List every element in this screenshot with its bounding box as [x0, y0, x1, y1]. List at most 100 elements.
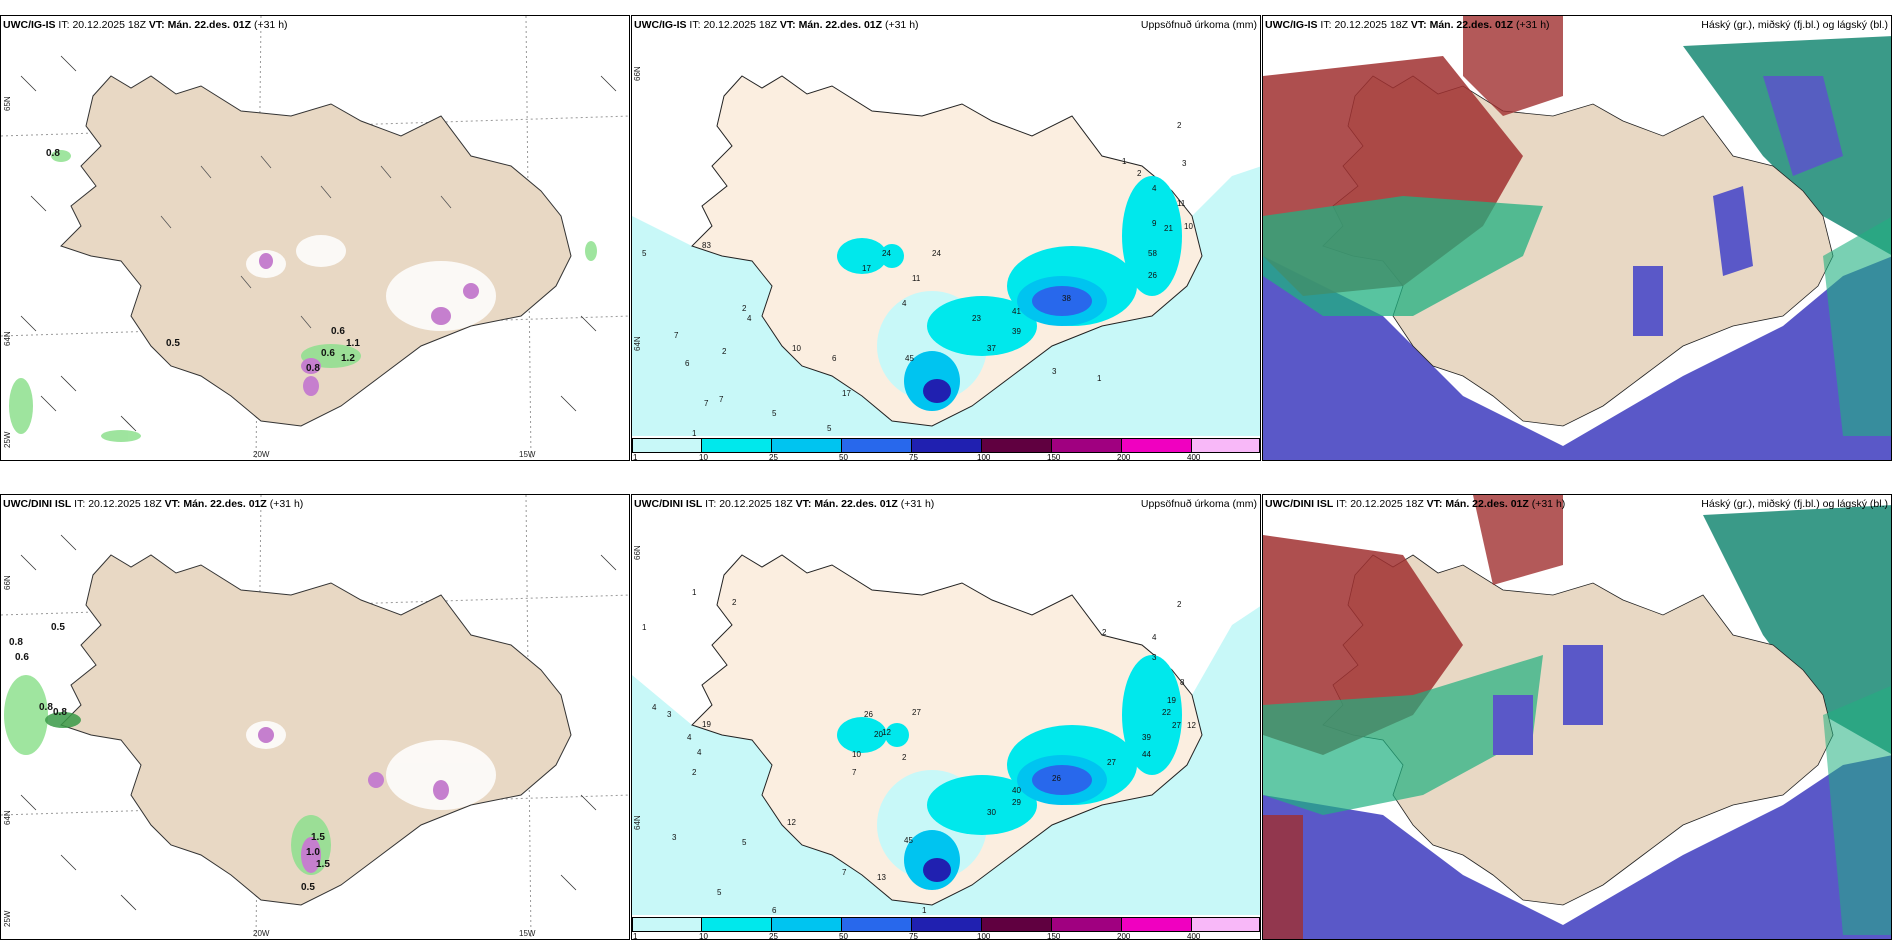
wind-speed-label: 0.8	[39, 702, 53, 713]
precip-value: 4	[1152, 184, 1157, 193]
precip-value: 26	[1148, 271, 1157, 280]
precip-value: 5	[827, 424, 832, 433]
colorbar-bin	[912, 438, 982, 453]
it-value: 20.12.2025 18Z	[719, 498, 793, 510]
wind-speed-label-3: 0.6	[331, 326, 345, 337]
precip-value: 45	[905, 354, 914, 363]
panel-title: UWC/IG-IS IT: 20.12.2025 18Z VT: Mán. 22…	[634, 19, 919, 31]
vt-value: Mán. 22.des. 01Z	[1429, 19, 1514, 31]
model-label: UWC/DINI ISL	[634, 498, 703, 510]
precip-value: 2	[742, 304, 747, 313]
vt-label: VT:	[795, 498, 812, 510]
colorbar-bin	[632, 917, 702, 932]
precip-value: 4	[747, 314, 752, 323]
precip-value: 5	[742, 838, 747, 847]
it-label: IT:	[705, 498, 717, 510]
lon-label: 20W	[253, 450, 270, 459]
colorbar-bin	[1052, 438, 1122, 453]
precip-value: 5	[772, 409, 777, 418]
precip-value: 37	[987, 344, 996, 353]
model-label: UWC/DINI ISL	[3, 498, 72, 510]
wind-patches	[9, 150, 597, 442]
it-value: 20.12.2025 18Z	[703, 19, 777, 31]
panel-title: UWC/IG-IS IT: 20.12.2025 18Z VT: Mán. 22…	[1265, 19, 1550, 31]
cloud-title: Háský (gr.), miðský (fj.bl.) og lágský (…	[1701, 498, 1888, 510]
colorbar-bin	[842, 917, 912, 932]
precip-value: 40	[1012, 786, 1021, 795]
precip-value: 4	[1152, 633, 1157, 642]
precip-value: 1	[692, 429, 697, 438]
colorbar-tick: 50	[839, 453, 848, 461]
model-label: UWC/IG-IS	[1265, 19, 1318, 31]
colorbar-tick: 150	[1047, 932, 1061, 940]
colorbar-bin	[982, 917, 1052, 932]
vt-label: VT:	[779, 19, 796, 31]
precip-value: 58	[1148, 249, 1157, 258]
colorbar-tick: 1	[633, 453, 638, 461]
cloud-title: Háský (gr.), miðský (fj.bl.) og lágský (…	[1701, 19, 1888, 31]
lon-label: 15W	[519, 929, 536, 938]
precip-value: 10	[852, 750, 861, 759]
lat-label: 66N	[633, 545, 642, 560]
colorbar-tick: 75	[909, 453, 918, 461]
precip-value: 3	[667, 710, 672, 719]
precip-value: 12	[787, 818, 796, 827]
wind-speed-label-6: 0.8	[306, 363, 320, 374]
precip-value: 23	[972, 314, 981, 323]
lon-label: 20W	[253, 929, 270, 938]
lon-label: 25W	[3, 431, 12, 448]
vt-label: VT:	[148, 19, 165, 31]
precip-map-panel-1: 2 1 3 4 2 11 10 9 21 58 26 24 24 17 11 4…	[631, 15, 1261, 461]
precip-value: 4	[687, 733, 692, 742]
wind-speed-label: 0.5	[301, 882, 315, 893]
it-label: IT:	[74, 498, 86, 510]
wind-speed-label-1: 0.8	[46, 148, 60, 159]
precip-title: Uppsöfnuð úrkoma (mm)	[1140, 19, 1257, 31]
colorbar-tick: 100	[977, 453, 991, 461]
colorbar-bin	[772, 438, 842, 453]
colorbar-tick: 200	[1117, 932, 1131, 940]
wind-map-panel-2: 0.5 0.8 0.6 0.8 0.8 1.5 1.0 0.5 1.5 UWC/…	[0, 494, 630, 940]
precip-value: 3	[1052, 367, 1057, 376]
precip-value: 20	[874, 730, 883, 739]
precip-value: 12	[1187, 721, 1196, 730]
lead-time: (+31 h)	[1515, 19, 1550, 31]
precip-value: 27	[912, 708, 921, 717]
precip-value: 26	[864, 710, 873, 719]
colorbar-tick: 100	[977, 932, 991, 940]
lead-time: (+31 h)	[269, 498, 304, 510]
precip-value: 7	[674, 331, 679, 340]
precip-value: 11	[1177, 199, 1186, 208]
precip-value: 29	[1012, 798, 1021, 807]
vt-label: VT:	[1426, 498, 1443, 510]
precip-value: 3	[1152, 653, 1157, 662]
precip-value: 1	[692, 588, 697, 597]
vt-label: VT:	[1410, 19, 1427, 31]
precip-value: 10	[792, 344, 801, 353]
precip-value: 7	[852, 768, 857, 777]
cloud-map-panel-2: UWC/DINI ISL IT: 20.12.2025 18Z VT: Mán.…	[1262, 494, 1892, 940]
wind-speed-label-2: 0.5	[166, 338, 180, 349]
it-value: 20.12.2025 18Z	[1334, 19, 1408, 31]
precip-value: 38	[1062, 294, 1071, 303]
precip-value: 13	[877, 873, 886, 882]
wind-speed-labels: 0.8 0.5 0.6 1.1 1.2 0.8 0.6	[46, 148, 360, 374]
lat-label: 64N	[3, 810, 12, 825]
it-value: 20.12.2025 18Z	[1350, 498, 1424, 510]
vt-value: Mán. 22.des. 01Z	[167, 19, 252, 31]
precip-value: 4	[652, 703, 657, 712]
precip-value: 10	[1184, 222, 1193, 231]
precip-value: 17	[842, 389, 851, 398]
precip-value: 9	[1152, 219, 1157, 228]
vt-value: Mán. 22.des. 01Z	[1445, 498, 1529, 510]
precip-value: 21	[1164, 224, 1173, 233]
it-label: IT:	[689, 19, 701, 31]
precip-value: 27	[1172, 721, 1181, 730]
lat-label: 66N	[3, 575, 12, 590]
wind-speed-label: 0.8	[53, 707, 67, 718]
precip-value: 4	[902, 299, 907, 308]
precip-value: 2	[1102, 628, 1107, 637]
precip-value: 3	[1182, 159, 1187, 168]
panel-title: UWC/IG-IS IT: 20.12.2025 18Z VT: Mán. 22…	[3, 19, 288, 31]
